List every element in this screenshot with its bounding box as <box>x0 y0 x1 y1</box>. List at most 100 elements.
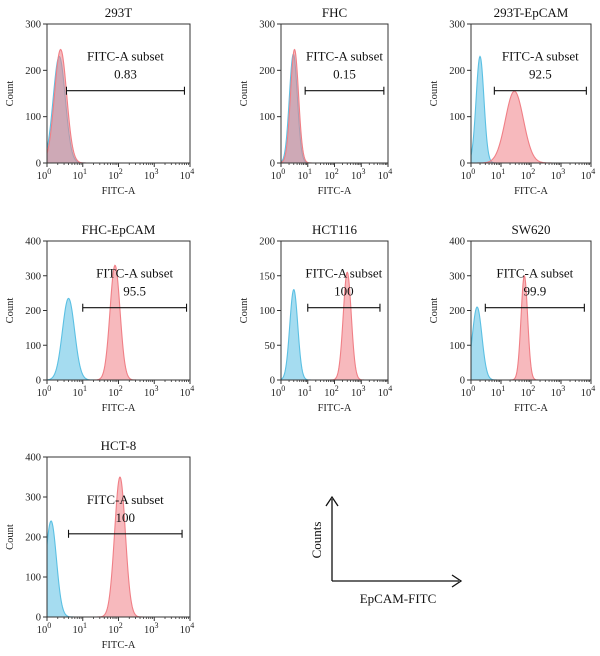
x-tick-exponent: 2 <box>335 167 339 176</box>
control-histogram <box>471 306 591 380</box>
x-tick-label: 104 <box>180 621 195 636</box>
x-tick-label: 102 <box>324 384 339 399</box>
y-tick-label: 200 <box>259 66 275 77</box>
y-axis-title: Count <box>429 81 440 107</box>
y-tick-label: 150 <box>259 271 275 282</box>
x-tick-label: 101 <box>73 621 88 636</box>
x-tick-label: 103 <box>551 167 566 182</box>
x-axis-title: FITC-A <box>318 403 352 414</box>
x-tick-exponent: 4 <box>190 167 194 176</box>
gate-percentage: 92.5 <box>529 67 552 82</box>
y-tick-label: 400 <box>449 237 465 248</box>
x-tick-exponent: 2 <box>335 384 339 393</box>
x-tick-label: 103 <box>351 384 366 399</box>
axes-legend: Counts EpCAM-FITC <box>309 495 463 606</box>
x-tick-exponent: 3 <box>362 167 366 176</box>
x-axis-title: FITC-A <box>102 403 136 414</box>
gate-label: FITC-A subset <box>502 49 579 64</box>
panel-title: 293T-EpCAM <box>494 5 569 20</box>
y-tick-label: 0 <box>460 159 465 170</box>
y-tick-label: 0 <box>270 159 275 170</box>
x-tick-exponent: 4 <box>190 621 194 630</box>
panel-title: SW620 <box>512 222 551 237</box>
gate-percentage: 0.15 <box>333 67 356 82</box>
legend-x-arrowhead <box>451 574 463 588</box>
y-tick-label: 0 <box>36 376 41 387</box>
x-tick-label: 104 <box>581 167 596 182</box>
x-tick-label: 102 <box>521 167 536 182</box>
x-tick-label: 101 <box>73 384 88 399</box>
y-tick-label: 200 <box>449 306 465 317</box>
gate-label: FITC-A subset <box>87 49 164 64</box>
x-tick-label: 102 <box>521 384 536 399</box>
gate-percentage: 100 <box>334 284 354 299</box>
y-tick-label: 100 <box>259 306 275 317</box>
y-tick-label: 300 <box>25 271 41 282</box>
y-tick-label: 300 <box>449 20 465 31</box>
y-tick-label: 300 <box>449 271 465 282</box>
y-tick-label: 300 <box>259 20 275 31</box>
gate-label: FITC-A subset <box>87 492 164 507</box>
x-tick-label: 103 <box>551 384 566 399</box>
x-axis-title: FITC-A <box>514 186 548 197</box>
y-axis-title: Count <box>239 298 250 324</box>
x-axis-title: FITC-A <box>514 403 548 414</box>
y-tick-label: 0 <box>36 613 41 624</box>
y-tick-label: 0 <box>270 376 275 387</box>
x-tick-exponent: 0 <box>281 167 285 176</box>
x-tick-label: 101 <box>491 384 506 399</box>
legend-y-label: Counts <box>309 522 324 559</box>
stained-histogram <box>47 476 190 617</box>
x-tick-label: 104 <box>581 384 596 399</box>
y-tick-label: 200 <box>25 306 41 317</box>
y-axis-title: Count <box>429 298 440 324</box>
x-tick-exponent: 1 <box>83 384 87 393</box>
x-tick-exponent: 2 <box>119 621 123 630</box>
x-tick-exponent: 2 <box>531 167 535 176</box>
y-tick-label: 0 <box>460 376 465 387</box>
x-tick-exponent: 2 <box>119 167 123 176</box>
x-tick-exponent: 1 <box>501 384 505 393</box>
x-axis-title: FITC-A <box>102 186 136 197</box>
x-tick-exponent: 3 <box>155 384 159 393</box>
y-tick-label: 200 <box>259 237 275 248</box>
panel-title: 293T <box>105 5 133 20</box>
x-axis-title: FITC-A <box>102 640 136 651</box>
gate-percentage: 99.9 <box>523 284 546 299</box>
x-tick-exponent: 3 <box>561 167 565 176</box>
control-histogram <box>281 289 388 380</box>
x-tick-exponent: 1 <box>83 167 87 176</box>
y-tick-label: 100 <box>25 573 41 584</box>
y-tick-label: 100 <box>25 112 41 123</box>
y-tick-label: 50 <box>265 341 276 352</box>
x-tick-exponent: 2 <box>119 384 123 393</box>
x-tick-label: 104 <box>180 384 195 399</box>
x-tick-label: 103 <box>144 167 159 182</box>
stained-histogram <box>47 48 190 163</box>
plot-frame <box>470 240 592 381</box>
x-tick-exponent: 4 <box>388 384 392 393</box>
gate-percentage: 100 <box>116 510 136 525</box>
y-tick-label: 400 <box>25 237 41 248</box>
x-tick-label: 103 <box>144 621 159 636</box>
y-tick-label: 100 <box>25 341 41 352</box>
gate-percentage: 0.83 <box>114 67 137 82</box>
x-tick-exponent: 1 <box>308 167 312 176</box>
gate-label: FITC-A subset <box>496 266 573 281</box>
y-tick-label: 100 <box>259 112 275 123</box>
y-axis-title: Count <box>5 524 16 550</box>
gate-percentage: 95.5 <box>123 284 146 299</box>
x-tick-exponent: 2 <box>531 384 535 393</box>
x-tick-exponent: 1 <box>501 167 505 176</box>
y-tick-label: 300 <box>25 493 41 504</box>
y-tick-label: 300 <box>25 20 41 31</box>
panel-title: HCT116 <box>312 222 358 237</box>
x-axis-title: FITC-A <box>318 186 352 197</box>
x-tick-exponent: 0 <box>47 384 51 393</box>
y-tick-label: 100 <box>449 112 465 123</box>
y-tick-label: 200 <box>25 533 41 544</box>
control-histogram <box>47 297 190 380</box>
x-tick-label: 101 <box>491 167 506 182</box>
